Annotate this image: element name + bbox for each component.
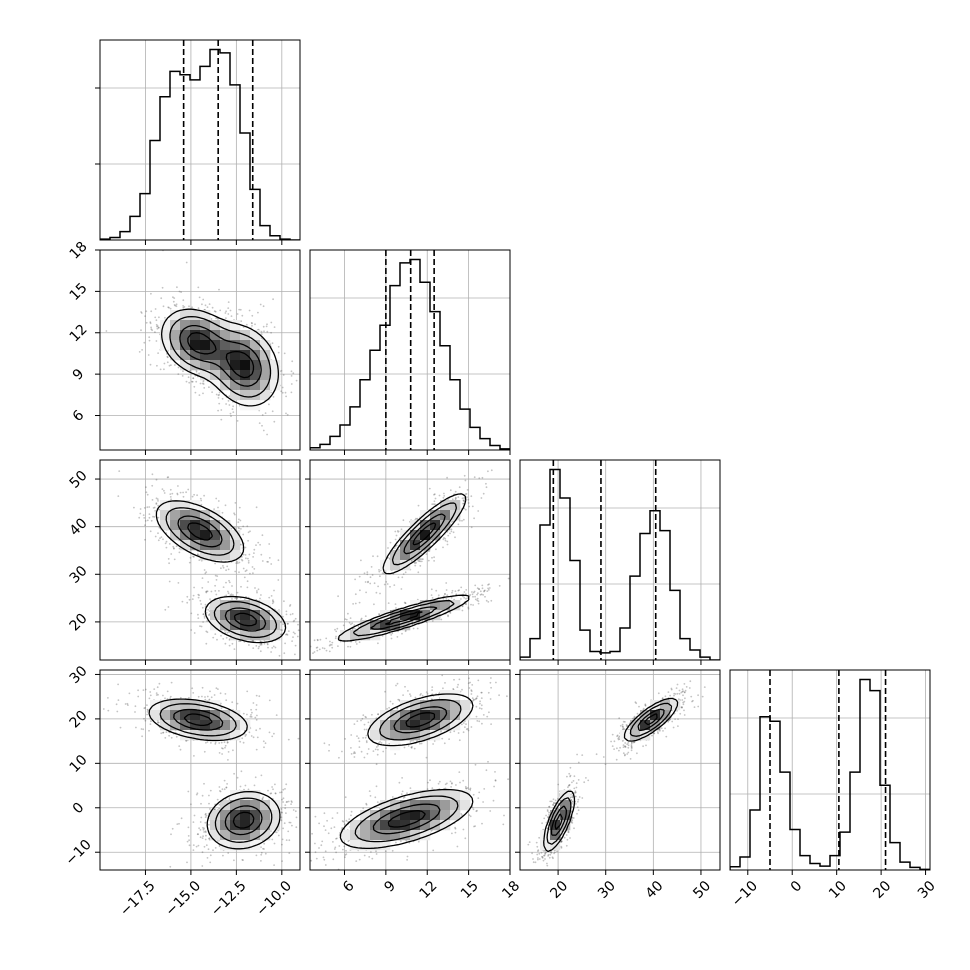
density-contours: [543, 697, 679, 853]
panel-frame: [99, 39, 301, 241]
density-contours: [339, 693, 474, 850]
x-tick-label: 6: [340, 878, 358, 896]
contour-level: [546, 702, 673, 845]
panel-frame: [519, 669, 721, 871]
contour-level: [543, 697, 679, 853]
contour-level: [155, 500, 287, 644]
y-tick-label: 50: [67, 468, 91, 492]
x-tick-label: 9: [381, 878, 399, 896]
contour-level: [385, 522, 437, 625]
x-tick-label: 30: [595, 878, 619, 902]
contour-level: [187, 522, 258, 627]
density-contours: [337, 493, 470, 642]
density-shading: [160, 500, 281, 641]
y-tick-label: −10: [63, 837, 95, 869]
panel-frame: [99, 249, 301, 451]
y-tick-label: 9: [70, 366, 88, 384]
y-tick-label: 12: [67, 321, 91, 345]
contour-level: [187, 332, 255, 379]
y-tick-label: 30: [67, 663, 91, 687]
contour-level: [339, 693, 474, 850]
x-tick-label: 10: [826, 878, 850, 902]
density-contours: [160, 308, 280, 407]
contour-level: [387, 712, 436, 828]
scatter-panel-3-2: 20 30 40 50: [515, 669, 721, 902]
x-tick-label: 30: [915, 878, 939, 902]
x-tick-label: −10.0: [253, 878, 295, 920]
y-tick-label: 20: [67, 708, 91, 732]
contour-level: [372, 706, 448, 835]
x-tick-label: −17.5: [117, 878, 159, 920]
contour-level: [159, 703, 273, 843]
panel-frame: [309, 669, 511, 871]
contour-level: [169, 315, 272, 398]
contour-level: [352, 502, 458, 637]
scatter-panel-2-1: [305, 459, 511, 665]
x-tick-label: 40: [643, 878, 667, 902]
gridlines: [520, 460, 720, 660]
x-tick-label: 15: [458, 878, 482, 902]
gridlines: [520, 670, 720, 870]
scatter-panel-3-0: −17.5 −15.0 −12.5 −10.0 −10 0 10 20 30: [63, 663, 301, 920]
y-tick-label: 20: [67, 611, 91, 635]
x-tick-label: 0: [788, 878, 806, 896]
contour-level: [337, 493, 470, 642]
histogram-panel-0: [95, 39, 301, 245]
contour-level: [550, 708, 665, 836]
x-tick-label: 50: [690, 878, 714, 902]
panel-frame: [729, 669, 931, 871]
x-tick-label: 18: [499, 878, 523, 902]
contour-level: [177, 515, 267, 632]
histogram-step: [520, 468, 720, 660]
x-tick-label: −15.0: [162, 878, 204, 920]
panel-frame: [99, 669, 301, 871]
x-tick-label: −10: [729, 878, 761, 910]
contour-level: [165, 507, 278, 639]
histogram-panel-2: [519, 459, 721, 665]
density-shading: [160, 310, 281, 411]
contour-level: [183, 713, 255, 829]
x-tick-label: 20: [870, 878, 894, 902]
gridlines: [730, 670, 930, 870]
scatter-panel-2-0: 20 30 40 50: [67, 459, 301, 665]
panel-frame: [309, 249, 511, 451]
histogram-step: [730, 678, 930, 870]
panel-frame: [309, 459, 511, 661]
y-tick-label: 10: [67, 752, 91, 776]
contour-level: [173, 708, 263, 836]
histogram-panel-3: −10 0 10 20 30: [729, 669, 939, 910]
contour-level: [148, 698, 281, 850]
contour-level: [179, 324, 262, 387]
contour-level: [354, 699, 462, 843]
histogram-step: [100, 48, 300, 240]
scatter-panel-3-1: 6 9 12 15 18: [305, 669, 523, 902]
contour-level: [554, 713, 658, 830]
x-tick-label: 20: [547, 878, 571, 902]
x-tick-label: 12: [417, 878, 441, 902]
y-tick-label: 15: [67, 280, 91, 304]
y-tick-label: 0: [70, 800, 88, 818]
panel-frame: [519, 459, 721, 661]
x-tick-label: −12.5: [208, 878, 250, 920]
density-contours: [155, 500, 287, 644]
y-tick-label: 40: [67, 515, 91, 539]
y-tick-label: 30: [67, 563, 91, 587]
y-tick-label: 18: [67, 239, 91, 263]
density-contours: [148, 698, 281, 850]
scatter-panel-1-0: 6 9 12 15 18: [67, 239, 301, 455]
contour-level: [370, 513, 446, 630]
gridlines: [100, 40, 300, 240]
histogram-panel-1: [309, 249, 511, 455]
panel-frame: [99, 459, 301, 661]
y-tick-label: 6: [70, 407, 88, 425]
contour-level: [160, 308, 280, 407]
